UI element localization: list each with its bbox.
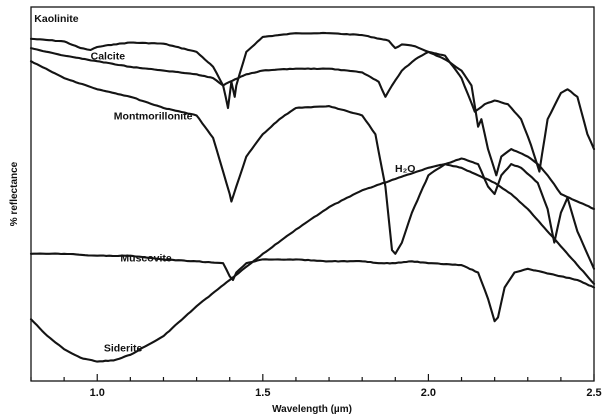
series-label-kaolinite: Kaolinite bbox=[34, 13, 78, 25]
series-label-calcite: Calcite bbox=[91, 51, 126, 63]
annotation-label: H₂O bbox=[395, 163, 415, 175]
plot-frame bbox=[30, 6, 595, 382]
x-tick-label: 2.5 bbox=[586, 387, 601, 399]
series-label-montmorillonite: Montmorillonite bbox=[114, 110, 193, 122]
x-tick-label: 1.0 bbox=[90, 387, 105, 399]
x-tick-label: 1.5 bbox=[255, 387, 270, 399]
y-axis-title: % reflectance bbox=[9, 161, 20, 226]
curve-kaolinite bbox=[29, 31, 596, 211]
curve-calcite bbox=[29, 47, 596, 173]
curve-muscovite bbox=[29, 252, 596, 323]
curve-siderite bbox=[29, 163, 596, 363]
series-labels-layer: Kaolinite Calcite Montmorillonite Muscovite… bbox=[34, 13, 415, 354]
x-axis-title: Wavelength (µm) bbox=[272, 404, 352, 415]
series-label-muscovite: Muscovite bbox=[120, 253, 172, 265]
curves-layer bbox=[29, 31, 596, 363]
x-tick-label: 2.0 bbox=[421, 387, 436, 399]
series-label-siderite: Siderite bbox=[104, 342, 143, 354]
curve-montmorillonite bbox=[29, 60, 596, 270]
tick-layer: 1.0 1.5 2.0 2.5 bbox=[30, 374, 602, 399]
